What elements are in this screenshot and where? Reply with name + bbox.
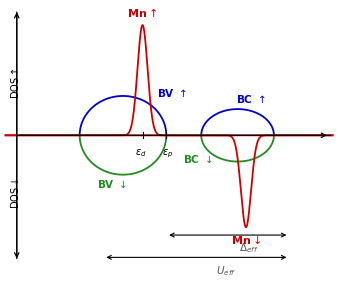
Text: BV $\uparrow$: BV $\uparrow$ [157,87,187,99]
Text: $U_{eff}$: $U_{eff}$ [216,264,236,278]
Text: BV $\downarrow$: BV $\downarrow$ [97,179,127,190]
Text: $\Delta_{eff}$: $\Delta_{eff}$ [239,242,258,255]
Text: BC $\uparrow$: BC $\uparrow$ [236,93,266,105]
Text: Mn$\uparrow$: Mn$\uparrow$ [128,6,158,19]
Text: BC $\downarrow$: BC $\downarrow$ [183,154,212,165]
Text: $\varepsilon_d$: $\varepsilon_d$ [135,147,147,159]
Text: DOS$\downarrow$: DOS$\downarrow$ [10,177,21,209]
Text: DOS$\uparrow$: DOS$\uparrow$ [9,67,21,98]
Text: Mn$\downarrow$: Mn$\downarrow$ [231,234,261,246]
Text: $\varepsilon_p$: $\varepsilon_p$ [162,147,173,160]
